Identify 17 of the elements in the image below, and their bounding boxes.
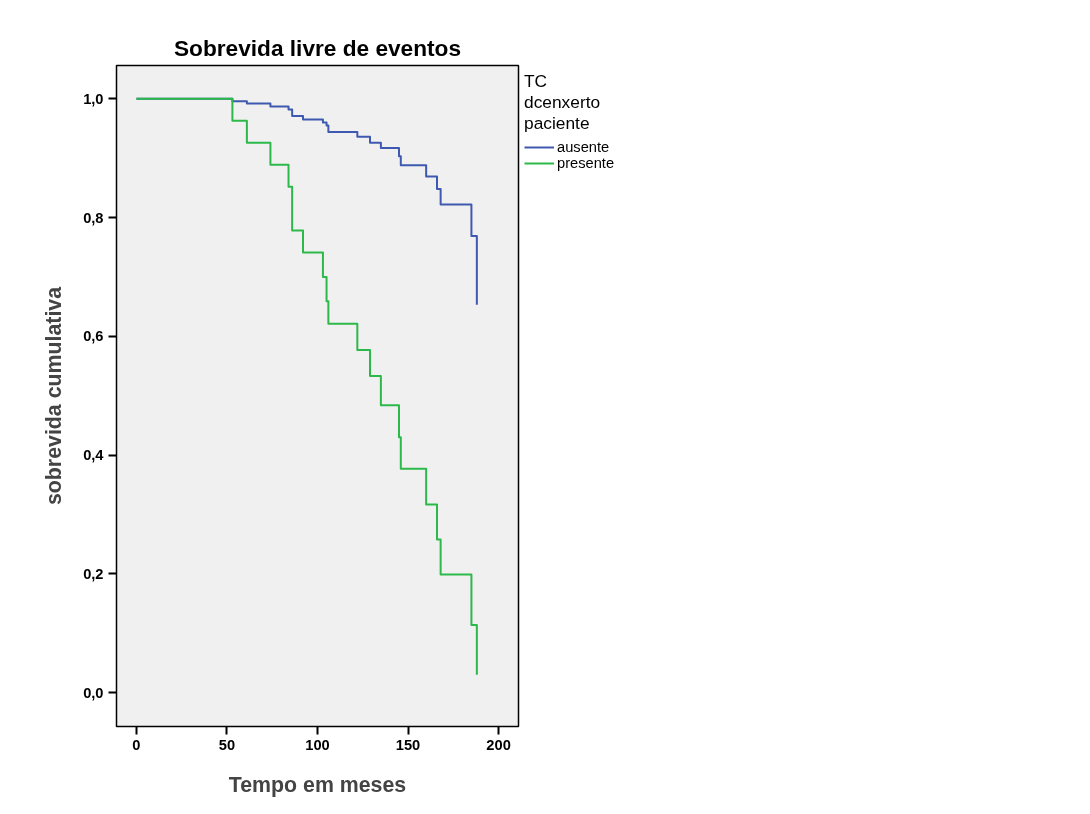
y-tick-label: 0,0 <box>83 684 104 701</box>
chart-title: Sobrevida livre de eventos <box>173 34 462 61</box>
y-tick-label: 0,2 <box>83 565 104 582</box>
y-tick-label: 0,8 <box>83 209 104 226</box>
x-axis-title: Tempo em meses <box>228 772 407 797</box>
x-tick-label: 200 <box>486 736 511 753</box>
y-tick-label: 1,0 <box>83 90 104 107</box>
x-tick-label: 50 <box>218 736 236 753</box>
legend-label: ausente <box>557 139 610 155</box>
y-axis-title: sobrevida cumulativa <box>42 286 67 506</box>
y-tick-label: 0,6 <box>83 328 104 345</box>
x-tick-label: 150 <box>395 736 421 753</box>
x-tick-label: 100 <box>305 736 330 753</box>
legend-label: presente <box>557 155 615 171</box>
y-tick-label: 0,4 <box>83 447 105 464</box>
x-tick-label: 0 <box>132 736 141 753</box>
legend-title: TC dcenxerto paciente <box>524 71 602 134</box>
